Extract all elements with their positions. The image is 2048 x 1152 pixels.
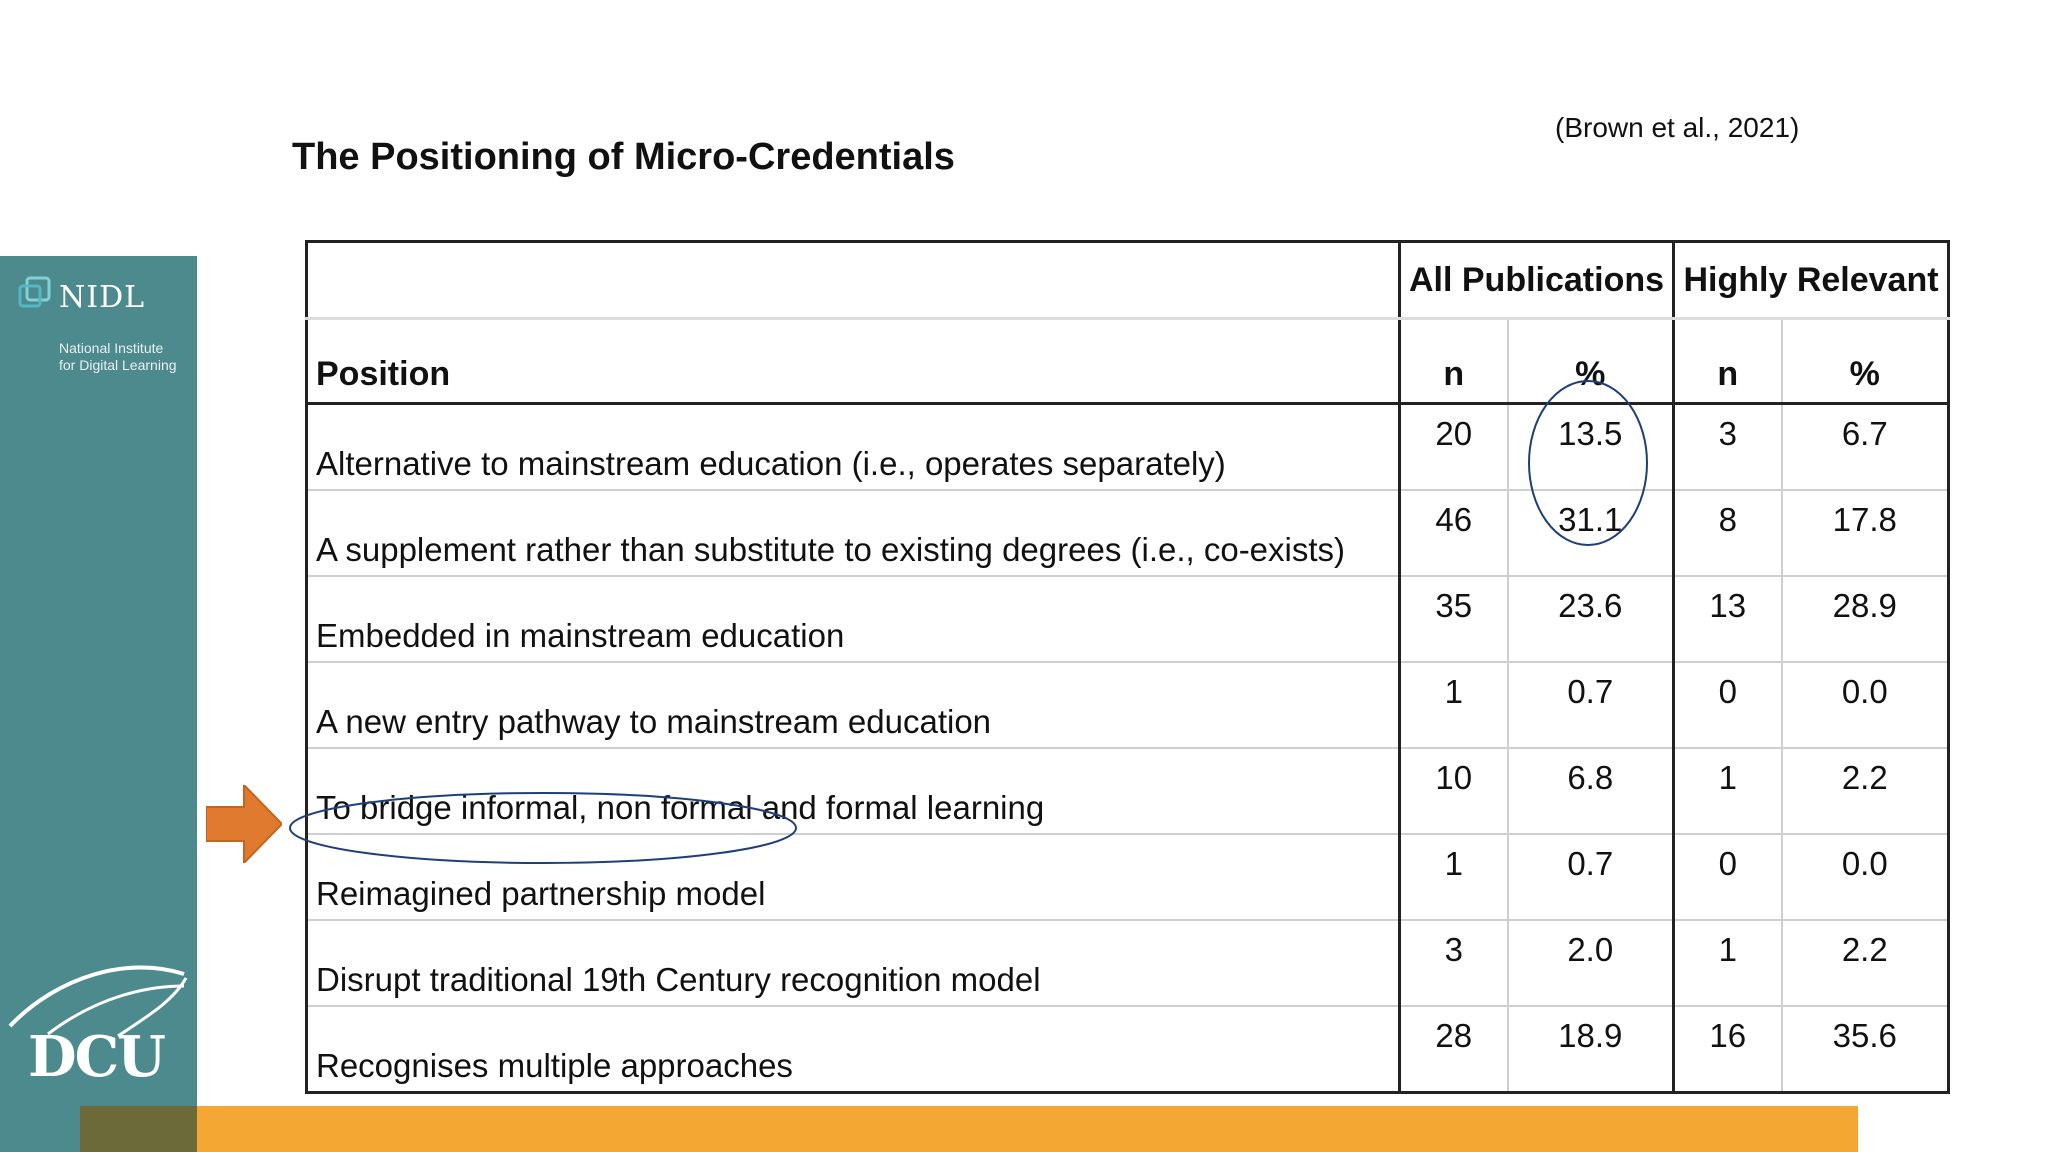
position-cell: To bridge informal, non formal and forma… <box>305 747 1401 835</box>
all-n-cell: 10 <box>1398 747 1509 835</box>
table-row: A new entry pathway to mainstream educat… <box>305 661 1950 749</box>
position-cell: Recognises multiple approaches <box>305 1005 1401 1094</box>
all-pct-cell: 23.6 <box>1506 575 1675 663</box>
dcu-logo-text: DCU <box>28 1024 166 1090</box>
table-row: Disrupt traditional 19th Century recogni… <box>305 919 1950 1007</box>
all-pct-cell: 0.7 <box>1506 661 1675 749</box>
position-cell: Alternative to mainstream education (i.e… <box>305 402 1401 491</box>
column-header-row: Position n % n % <box>305 317 1950 405</box>
hr-n-cell: 1 <box>1672 919 1783 1007</box>
position-cell: Reimagined partnership model <box>305 833 1401 921</box>
table-row: Alternative to mainstream education (i.e… <box>305 402 1950 491</box>
arrow-right-icon <box>206 785 282 863</box>
all-pct-cell: 2.0 <box>1506 919 1675 1007</box>
hr-pct-cell: 17.8 <box>1780 489 1950 577</box>
table-row: To bridge informal, non formal and forma… <box>305 747 1950 835</box>
header-highly-relevant: Highly Relevant <box>1672 240 1950 320</box>
hr-pct-cell: 28.9 <box>1780 575 1950 663</box>
bottom-accent-overlap <box>80 1106 197 1152</box>
table-row: Reimagined partnership model 1 0.7 0 0.0 <box>305 833 1950 921</box>
all-n-cell: 46 <box>1398 489 1509 577</box>
nidl-name: NIDL <box>59 280 146 315</box>
group-header-row: All Publications Highly Relevant <box>305 240 1950 320</box>
all-pct-cell: 0.7 <box>1506 833 1675 921</box>
hr-pct-cell: 6.7 <box>1780 402 1950 491</box>
all-n-cell: 3 <box>1398 919 1509 1007</box>
hr-n-cell: 16 <box>1672 1005 1783 1094</box>
header-all-pct: % <box>1506 317 1675 405</box>
all-n-cell: 1 <box>1398 661 1509 749</box>
positioning-table: All Publications Highly Relevant Positio… <box>305 240 1951 1094</box>
position-cell: Embedded in mainstream education <box>305 575 1401 663</box>
all-n-cell: 1 <box>1398 833 1509 921</box>
brand-sidebar: NIDL National Institute for Digital Lear… <box>0 256 197 1152</box>
slide-title: The Positioning of Micro-Credentials <box>292 136 955 178</box>
all-n-cell: 20 <box>1398 402 1509 491</box>
hr-pct-cell: 2.2 <box>1780 919 1950 1007</box>
position-cell: A supplement rather than substitute to e… <box>305 489 1401 577</box>
hr-n-cell: 13 <box>1672 575 1783 663</box>
table-row: Recognises multiple approaches 28 18.9 1… <box>305 1005 1950 1094</box>
table-row: Embedded in mainstream education 35 23.6… <box>305 575 1950 663</box>
citation: (Brown et al., 2021) <box>1555 112 1800 143</box>
nidl-logo-icon <box>18 276 51 308</box>
table-row: A supplement rather than substitute to e… <box>305 489 1950 577</box>
all-pct-cell: 13.5 <box>1506 402 1675 491</box>
hr-pct-cell: 0.0 <box>1780 661 1950 749</box>
bottom-accent-band <box>80 1106 1858 1152</box>
nidl-subtitle: National Institute for Digital Learning <box>59 340 209 374</box>
header-empty-cell <box>305 240 1401 320</box>
hr-n-cell: 1 <box>1672 747 1783 835</box>
header-hr-n: n <box>1672 317 1783 405</box>
dcu-swoosh-icon <box>8 965 188 1038</box>
hr-n-cell: 3 <box>1672 402 1783 491</box>
position-cell: A new entry pathway to mainstream educat… <box>305 661 1401 749</box>
nidl-subtitle-line1: National Institute <box>59 340 164 356</box>
header-hr-pct: % <box>1780 317 1950 405</box>
all-pct-cell: 31.1 <box>1506 489 1675 577</box>
hr-n-cell: 8 <box>1672 489 1783 577</box>
header-all-publications: All Publications <box>1397 240 1675 320</box>
header-position: Position <box>305 317 1401 405</box>
position-cell: Disrupt traditional 19th Century recogni… <box>305 919 1401 1007</box>
all-n-cell: 35 <box>1398 575 1509 663</box>
hr-pct-cell: 0.0 <box>1780 833 1950 921</box>
all-n-cell: 28 <box>1398 1005 1509 1094</box>
all-pct-cell: 6.8 <box>1506 747 1675 835</box>
hr-n-cell: 0 <box>1672 661 1783 749</box>
hr-pct-cell: 2.2 <box>1780 747 1950 835</box>
nidl-subtitle-line2: for Digital Learning <box>59 357 177 373</box>
header-all-n: n <box>1398 317 1509 405</box>
hr-n-cell: 0 <box>1672 833 1783 921</box>
hr-pct-cell: 35.6 <box>1780 1005 1950 1094</box>
all-pct-cell: 18.9 <box>1506 1005 1675 1094</box>
